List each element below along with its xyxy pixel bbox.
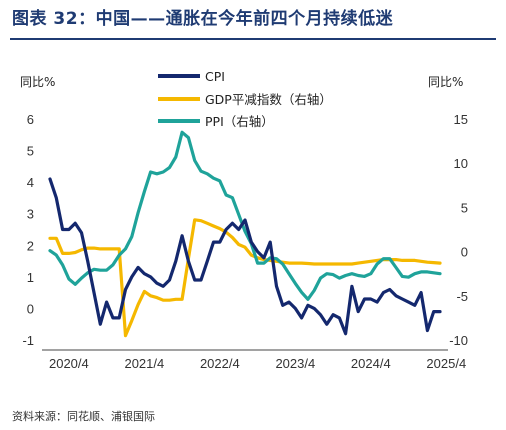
left-tick-label: 4: [27, 175, 34, 190]
right-tick-label: -5: [456, 289, 468, 304]
legend-label-ppi: PPI（右轴）: [205, 114, 274, 129]
right-tick-label: 15: [454, 112, 468, 127]
left-tick-label: 1: [27, 270, 34, 285]
left-tick-label: -1: [22, 333, 34, 348]
series-layer: [48, 130, 442, 338]
left-tick-label: 5: [27, 144, 34, 159]
right-tick-label: 0: [461, 245, 468, 260]
x-tick-label: 2023/4: [275, 356, 315, 371]
left-axis-ticks: -1 0 1 2 3 4 5 6: [22, 112, 34, 348]
x-tick-label: 2021/4: [124, 356, 164, 371]
source-note: 资料来源：同花顺、浦银国际: [12, 410, 155, 423]
series-line-gdp: [48, 218, 442, 338]
legend-label-gdp: GDP平减指数（右轴）: [205, 92, 332, 107]
legend: CPI GDP平减指数（右轴） PPI（右轴）: [158, 69, 332, 129]
x-axis-ticks: 2020/4 2021/4 2022/4 2023/4 2024/4 2025/4: [49, 356, 466, 371]
right-axis-ticks: -10 -5 0 5 10 15: [449, 112, 468, 348]
left-tick-label: 3: [27, 207, 34, 222]
left-tick-label: 6: [27, 112, 34, 127]
right-tick-label: 10: [454, 156, 468, 171]
x-tick-label: 2025/4: [426, 356, 466, 371]
right-tick-label: 5: [461, 200, 468, 215]
legend-label-cpi: CPI: [205, 69, 225, 84]
x-tick-label: 2022/4: [200, 356, 240, 371]
series-line-cpi: [48, 177, 442, 336]
x-tick-label: 2024/4: [351, 356, 391, 371]
left-tick-label: 2: [27, 238, 34, 253]
chart-title: 图表 32：中国——通胀在今年前四个月持续低迷: [12, 9, 394, 29]
right-axis-label: 同比%: [428, 75, 463, 89]
left-tick-label: 0: [27, 301, 34, 316]
left-axis-label: 同比%: [20, 75, 55, 89]
title-divider: [10, 38, 496, 40]
x-tick-label: 2020/4: [49, 356, 89, 371]
series-line-ppi: [48, 130, 442, 301]
right-tick-label: -10: [449, 333, 468, 348]
